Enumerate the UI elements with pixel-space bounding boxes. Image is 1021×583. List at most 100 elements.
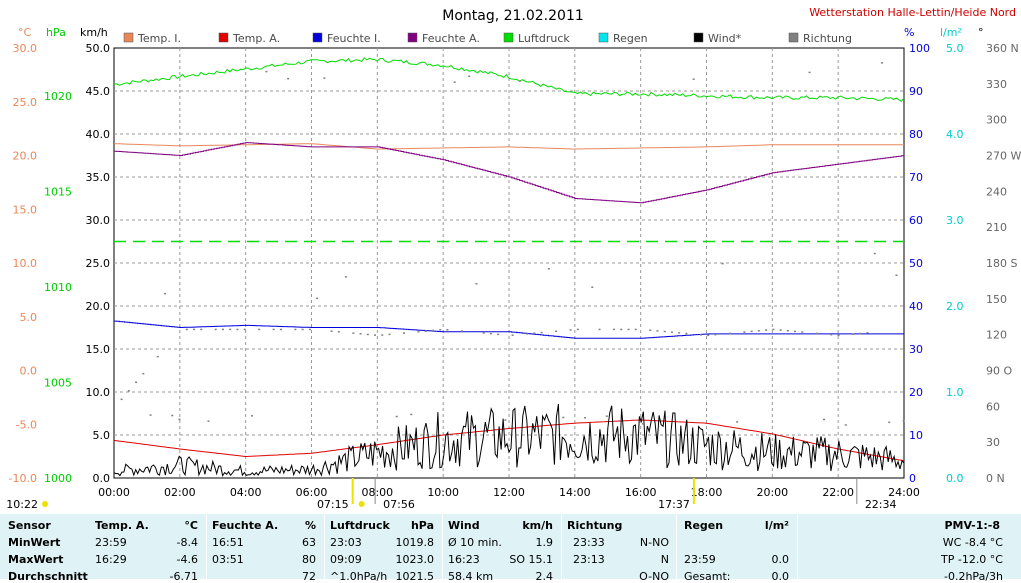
richtung-point	[439, 329, 442, 331]
richtung-point	[743, 331, 746, 333]
richtung-point	[482, 332, 485, 334]
richtung-point	[323, 77, 326, 79]
first-label: 10:22	[6, 498, 38, 511]
plot-area	[113, 47, 905, 479]
richtung-point	[453, 81, 456, 83]
stats-cell: Sensor	[8, 519, 51, 532]
dir-tick: 120	[986, 329, 1007, 342]
x-tick: 08:00	[361, 486, 393, 499]
sun-icon	[42, 501, 48, 507]
temp-tick: 25.0	[13, 96, 38, 109]
richtung-point	[699, 334, 702, 336]
stats-divider	[561, 514, 562, 579]
series-luftdruck	[113, 57, 905, 102]
richtung-point	[518, 80, 521, 82]
richtung-point	[359, 333, 362, 335]
stats-cell: -8.4	[176, 536, 198, 549]
rain-tick: 2.0	[946, 300, 964, 313]
richtung-point	[193, 328, 195, 331]
dir-tick: 90 O	[986, 365, 1012, 378]
richtung-point	[460, 330, 463, 332]
richtung-point	[707, 334, 710, 337]
humidity-unit: %	[904, 26, 914, 39]
stats-cell: 09:09	[330, 553, 362, 566]
richtung-point	[779, 329, 782, 331]
pressure-tick: 1020	[44, 90, 72, 103]
stats-cell: 63	[302, 536, 316, 549]
richtung-point	[895, 274, 898, 276]
humidity-tick: 80	[909, 128, 923, 141]
richtung-point	[526, 333, 529, 335]
stats-cell: -0.2hPa/3h	[944, 570, 1003, 583]
wind-tick: 15.0	[86, 343, 111, 356]
richtung-point	[200, 328, 203, 331]
dir-tick: 30	[986, 436, 1000, 449]
wind-tick: 5.0	[93, 429, 111, 442]
richtung-point	[786, 330, 789, 332]
axes: 30.025.020.015.010.05.00.0-5.0-10.010201…	[9, 42, 1021, 499]
richtung-point	[258, 328, 261, 331]
series-feuchte-a-	[114, 142, 905, 204]
humidity-tick: 20	[909, 386, 923, 399]
legend-swatch-6	[693, 32, 704, 43]
x-tick: 14:00	[559, 486, 591, 499]
x-tick: 10:00	[427, 486, 459, 499]
rain-unit: l/m²	[940, 26, 962, 39]
stats-cell: Luftdruck	[330, 519, 390, 532]
humidity-tick: 10	[909, 429, 923, 442]
x-tick: 18:00	[691, 486, 723, 499]
richtung-point	[830, 333, 833, 336]
moonrise-label: 07:56	[383, 498, 415, 511]
stats-cell: Regen	[684, 519, 724, 532]
richtung-point	[678, 332, 681, 334]
pressure-tick: 1000	[44, 472, 72, 485]
stats-cell: -6.71	[169, 570, 198, 583]
dir-tick: 240	[986, 185, 1007, 198]
x-tick: 24:00	[888, 486, 920, 499]
richtung-point	[207, 420, 210, 422]
richtung-point	[851, 333, 854, 335]
richtung-point	[880, 62, 883, 64]
richtung-point	[352, 332, 355, 334]
stats-cell: 1021.5	[395, 570, 435, 583]
stats-cell: Temp. A.	[95, 519, 149, 532]
series-temp-a-	[113, 419, 905, 462]
richtung-point	[424, 330, 427, 332]
stats-cell: 23:33	[573, 536, 605, 549]
richtung-point	[670, 331, 673, 333]
stats-cell: TP -12.0 °C	[941, 553, 1003, 566]
richtung-point	[794, 330, 797, 333]
dir-unit: °	[978, 26, 984, 39]
sunrise-icon	[358, 501, 365, 507]
richtung-point	[156, 355, 159, 358]
richtung-point	[627, 328, 630, 331]
richtung-point	[374, 334, 377, 336]
richtung-point	[757, 330, 760, 332]
richtung-point	[772, 328, 775, 331]
temp-tick: 20.0	[13, 150, 38, 163]
richtung-point	[337, 331, 340, 333]
stats-cell: WC -8.4 °C	[942, 536, 1003, 549]
legend-swatch-1	[218, 32, 229, 43]
dir-tick: 0 N	[986, 472, 1005, 485]
legend-swatch-5	[598, 32, 609, 43]
x-tick: 12:00	[493, 486, 525, 499]
stats-cell: 23:13	[573, 553, 605, 566]
richtung-point	[308, 328, 311, 331]
legend-label-5: Regen	[613, 32, 648, 45]
x-tick: 22:00	[822, 486, 854, 499]
series-feuchte-i-	[114, 320, 904, 339]
stats-cell: 1.9	[535, 536, 554, 549]
richtung-point	[250, 415, 253, 417]
richtung-point	[431, 329, 434, 332]
rain-tick: 1.0	[946, 386, 964, 399]
legend-label-3: Feuchte A.	[422, 32, 480, 45]
richtung-point	[641, 423, 644, 425]
richtung-point	[765, 329, 768, 331]
richtung-point	[533, 332, 536, 334]
richtung-point	[728, 332, 731, 335]
rain-tick: 0.0	[946, 472, 964, 485]
richtung-point	[511, 334, 514, 336]
temp-tick: 10.0	[13, 257, 38, 270]
stats-divider	[206, 514, 207, 579]
